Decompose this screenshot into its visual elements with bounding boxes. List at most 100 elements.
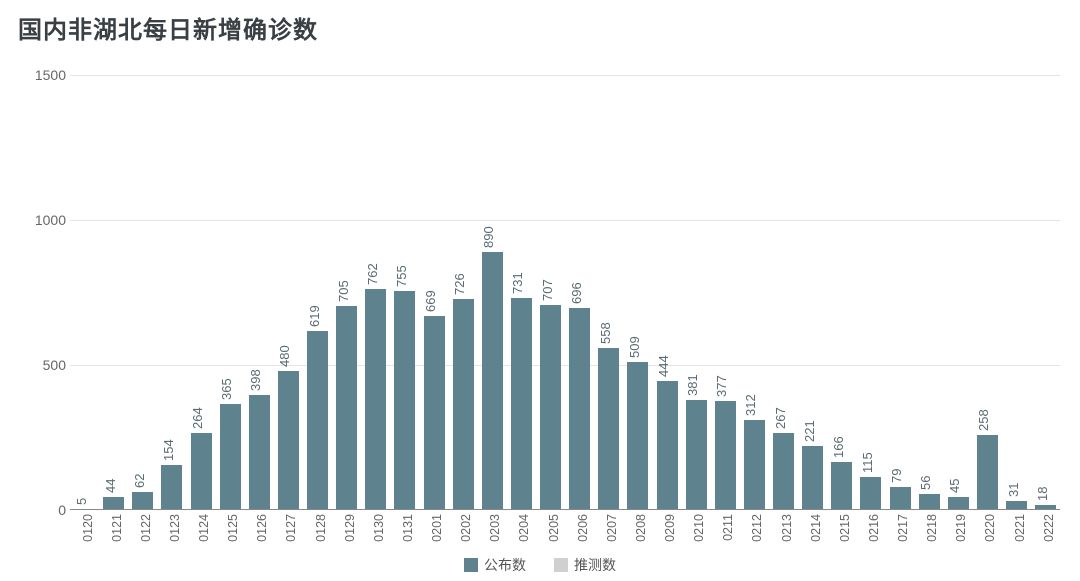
bar-slot: 669 [420, 75, 449, 510]
x-tick-label: 0201 [430, 514, 444, 542]
chart-title: 国内非湖北每日新增确诊数 [18, 10, 1062, 45]
x-tick-label: 0214 [809, 514, 823, 542]
bar-value-label: 56 [918, 475, 933, 489]
x-label-slot: 0122 [128, 512, 157, 552]
legend-label: 推测数 [574, 555, 616, 575]
bar [336, 306, 357, 510]
x-tick-label: 0120 [81, 514, 95, 542]
bar [686, 400, 707, 510]
x-label-slot: 0127 [274, 512, 303, 552]
bar-value-label: 154 [161, 440, 176, 462]
x-axis-labels: 0120012101220123012401250126012701280129… [70, 512, 1060, 552]
x-label-slot: 0120 [70, 512, 99, 552]
x-label-slot: 0131 [390, 512, 419, 552]
x-tick-label: 0221 [1013, 514, 1027, 542]
plot-area: 5446215426436539848061970576275566972689… [70, 75, 1060, 510]
x-tick-label: 0204 [517, 514, 531, 542]
bar-slot: 115 [856, 75, 885, 510]
y-tick-label: 500 [18, 357, 66, 373]
bar-slot: 705 [332, 75, 361, 510]
bar [744, 420, 765, 510]
x-label-slot: 0125 [216, 512, 245, 552]
x-tick-label: 0206 [576, 514, 590, 542]
chart-container: 国内非湖北每日新增确诊数 050010001500 54462154264365… [0, 0, 1080, 581]
y-tick-label: 1500 [18, 67, 66, 83]
bar-slot: 509 [623, 75, 652, 510]
bar [831, 462, 852, 510]
bar-slot: 731 [507, 75, 536, 510]
legend-item: 公布数 [464, 555, 526, 575]
x-label-slot: 0201 [420, 512, 449, 552]
y-axis: 050010001500 [18, 75, 66, 510]
x-label-slot: 0213 [769, 512, 798, 552]
bar-slot: 398 [245, 75, 274, 510]
bar-value-label: 267 [773, 407, 788, 429]
x-label-slot: 0216 [856, 512, 885, 552]
bar-slot: 221 [798, 75, 827, 510]
bar-slot: 365 [216, 75, 245, 510]
bar [569, 308, 590, 510]
x-label-slot: 0123 [157, 512, 186, 552]
x-label-slot: 0128 [303, 512, 332, 552]
legend-swatch [464, 558, 478, 572]
x-label-slot: 0124 [187, 512, 216, 552]
bar [598, 348, 619, 510]
bar-slot: 312 [740, 75, 769, 510]
x-tick-label: 0208 [634, 514, 648, 542]
bar-value-label: 221 [802, 420, 817, 442]
x-tick-label: 0211 [721, 514, 735, 541]
bar-slot: 264 [187, 75, 216, 510]
bar [919, 494, 940, 510]
bar [890, 487, 911, 510]
x-label-slot: 0215 [827, 512, 856, 552]
x-label-slot: 0222 [1031, 512, 1060, 552]
x-label-slot: 0205 [536, 512, 565, 552]
x-label-slot: 0126 [245, 512, 274, 552]
bar-slot: 619 [303, 75, 332, 510]
bar [453, 299, 474, 510]
bar-slot: 726 [449, 75, 478, 510]
bar-value-label: 707 [540, 279, 555, 301]
bar-value-label: 312 [743, 394, 758, 416]
bar [307, 331, 328, 511]
x-tick-label: 0205 [547, 514, 561, 542]
x-label-slot: 0210 [682, 512, 711, 552]
bar-slot: 890 [478, 75, 507, 510]
bar [540, 305, 561, 510]
bar-slot: 44 [99, 75, 128, 510]
bar-slot: 56 [915, 75, 944, 510]
bar-slot: 18 [1031, 75, 1060, 510]
bar [365, 289, 386, 510]
bar-value-label: 381 [685, 374, 700, 396]
x-tick-label: 0125 [226, 514, 240, 542]
bars-group: 5446215426436539848061970576275566972689… [70, 75, 1060, 510]
x-tick-label: 0217 [896, 514, 910, 542]
bar-slot: 258 [973, 75, 1002, 510]
x-label-slot: 0206 [565, 512, 594, 552]
bar-value-label: 558 [598, 322, 613, 344]
bar-value-label: 18 [1035, 486, 1050, 500]
bar-slot: 31 [1002, 75, 1031, 510]
bar [627, 362, 648, 510]
bar-value-label: 619 [307, 305, 322, 327]
bar-slot: 45 [944, 75, 973, 510]
bar-slot: 166 [827, 75, 856, 510]
legend-item: 推测数 [554, 555, 616, 575]
bar-value-label: 726 [452, 274, 467, 296]
x-label-slot: 0202 [449, 512, 478, 552]
bar-value-label: 166 [831, 436, 846, 458]
x-label-slot: 0221 [1002, 512, 1031, 552]
bar [249, 395, 270, 510]
bar-value-label: 762 [365, 263, 380, 285]
bar-value-label: 705 [336, 280, 351, 302]
x-tick-label: 0130 [372, 514, 386, 542]
legend: 公布数 推测数 [0, 555, 1080, 575]
y-tick-label: 1000 [18, 212, 66, 228]
x-tick-label: 0209 [663, 514, 677, 542]
bar-slot: 5 [70, 75, 99, 510]
bar-value-label: 696 [569, 282, 584, 304]
x-tick-label: 0129 [343, 514, 357, 542]
bar [657, 381, 678, 510]
x-tick-label: 0128 [314, 514, 328, 542]
bar-value-label: 79 [889, 469, 904, 483]
